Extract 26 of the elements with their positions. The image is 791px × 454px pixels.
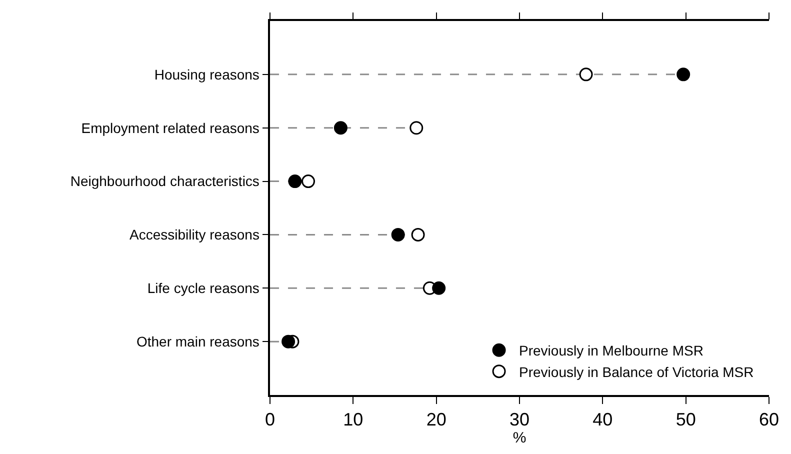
point (432, 281, 446, 295)
y-tick-label: Neighbourhood characteristics (70, 173, 260, 190)
point (391, 228, 405, 242)
x-tick-label: 60 (758, 409, 780, 430)
x-axis-title: % (512, 429, 526, 446)
point (288, 174, 302, 188)
point (334, 121, 348, 135)
point (302, 174, 316, 188)
y-tick-label: Accessibility reasons (130, 226, 260, 243)
legend-label: Previously in Melbourne MSR (519, 342, 704, 359)
point (676, 68, 690, 82)
x-tick-label: 30 (509, 409, 530, 430)
x-tick-label: 40 (592, 409, 613, 430)
point (579, 68, 593, 82)
x-tick-label: 10 (343, 409, 364, 430)
legend-label: Previously in Balance of Victoria MSR (519, 364, 754, 380)
x-tick-label: 0 (264, 409, 276, 430)
point (410, 121, 424, 135)
y-tick-label: Employment related reasons (81, 120, 260, 136)
point (411, 228, 425, 242)
y-tick-label: Housing reasons (154, 66, 260, 82)
x-tick-label: 20 (426, 409, 446, 430)
y-tick-label: Life cycle reasons (147, 280, 260, 296)
y-tick-label: Other main reasons (136, 333, 260, 350)
x-tick-label: 50 (676, 409, 696, 430)
point (282, 334, 296, 348)
